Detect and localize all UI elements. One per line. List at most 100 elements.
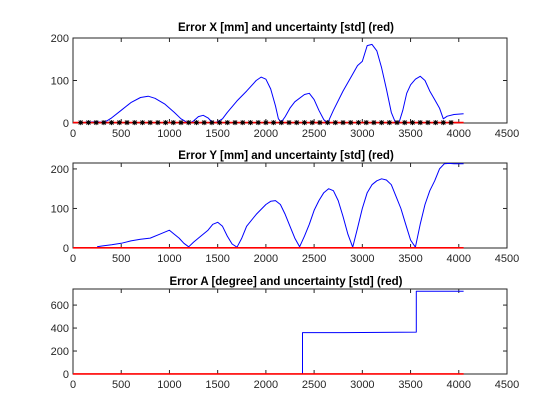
marker-series bbox=[78, 120, 454, 126]
series-layer bbox=[73, 290, 464, 375]
y-tick-label: 100 bbox=[51, 76, 69, 88]
y-ticks: 0 100 200 bbox=[51, 33, 507, 130]
x-tick-label: 3500 bbox=[398, 253, 422, 265]
subplot-error-x: Error X [mm] and uncertainty [std] (red)… bbox=[51, 22, 520, 140]
x-tick-label: 4000 bbox=[447, 379, 471, 391]
data-point bbox=[101, 120, 107, 126]
chart-title: Error Y [mm] and uncertainty [std] (red) bbox=[178, 150, 394, 162]
x-tick-label: 1500 bbox=[205, 253, 229, 265]
x-ticks: 0 500 1000 1500 2000 2500 3000 3500 4000 4500 bbox=[70, 289, 519, 391]
y-tick-label: 600 bbox=[51, 300, 69, 312]
data-point bbox=[201, 120, 207, 126]
chart-title: Error X [mm] and uncertainty [std] (red) bbox=[178, 22, 394, 34]
data-point bbox=[402, 120, 408, 126]
x-tick-label: 2000 bbox=[254, 253, 278, 265]
data-point bbox=[379, 120, 385, 126]
subplot-error-a: Error A [degree] and uncertainty [std] (… bbox=[51, 276, 520, 391]
x-tick-label: 3500 bbox=[398, 379, 422, 391]
data-point bbox=[309, 120, 315, 126]
plot-area bbox=[72, 162, 508, 249]
data-point bbox=[340, 120, 346, 126]
data-point bbox=[255, 120, 261, 126]
x-ticks: 0 500 1000 1500 2000 2500 3000 3500 4000 4500 bbox=[70, 163, 519, 265]
x-tick-label: 2000 bbox=[254, 379, 278, 391]
data-point bbox=[417, 120, 423, 126]
x-tick-label: 1500 bbox=[205, 379, 229, 391]
y-tick-label: 400 bbox=[51, 323, 69, 335]
data-point bbox=[325, 120, 331, 126]
data-point bbox=[355, 120, 361, 126]
data-point bbox=[317, 120, 323, 126]
data-point bbox=[301, 120, 307, 126]
data-point bbox=[371, 120, 377, 126]
data-point bbox=[409, 120, 415, 126]
x-tick-label: 1000 bbox=[157, 379, 181, 391]
x-tick-label: 1000 bbox=[157, 253, 181, 265]
x-tick-label: 500 bbox=[112, 253, 130, 265]
data-point bbox=[448, 120, 454, 126]
data-point bbox=[155, 120, 161, 126]
x-ticks: 0 500 1000 1500 2000 2500 3000 3500 4000 4500 bbox=[70, 38, 519, 140]
plot-area bbox=[72, 37, 508, 124]
x-tick-label: 3500 bbox=[398, 128, 422, 140]
data-point bbox=[294, 120, 300, 126]
error-line bbox=[73, 290, 464, 375]
data-point bbox=[132, 120, 138, 126]
data-point bbox=[425, 120, 431, 126]
x-tick-label: 4500 bbox=[495, 253, 519, 265]
subplot-error-y: Error Y [mm] and uncertainty [std] (red)… bbox=[51, 150, 520, 265]
data-point bbox=[186, 120, 192, 126]
chart-title: Error A [degree] and uncertainty [std] (… bbox=[169, 276, 402, 288]
y-tick-label: 100 bbox=[51, 203, 69, 215]
data-point bbox=[440, 120, 446, 126]
data-point bbox=[78, 120, 84, 126]
data-point bbox=[232, 120, 238, 126]
data-point bbox=[124, 120, 130, 126]
data-point bbox=[263, 120, 269, 126]
x-tick-label: 1500 bbox=[205, 128, 229, 140]
data-point bbox=[209, 120, 215, 126]
data-point bbox=[394, 120, 400, 126]
y-tick-label: 200 bbox=[51, 346, 69, 358]
x-tick-label: 4500 bbox=[495, 128, 519, 140]
y-tick-label: 200 bbox=[51, 33, 69, 45]
data-point bbox=[139, 120, 145, 126]
y-tick-label: 0 bbox=[63, 243, 69, 255]
data-point bbox=[147, 120, 153, 126]
x-tick-label: 4500 bbox=[495, 379, 519, 391]
data-point bbox=[170, 120, 176, 126]
data-point bbox=[109, 120, 115, 126]
x-tick-label: 0 bbox=[70, 253, 76, 265]
data-point bbox=[178, 120, 184, 126]
data-point bbox=[193, 120, 199, 126]
data-point bbox=[386, 120, 392, 126]
error-line bbox=[84, 43, 464, 124]
data-point bbox=[363, 120, 369, 126]
y-tick-label: 0 bbox=[63, 369, 69, 381]
data-point bbox=[348, 120, 354, 126]
x-tick-label: 4000 bbox=[447, 253, 471, 265]
x-tick-label: 500 bbox=[112, 128, 130, 140]
error-line bbox=[97, 162, 464, 248]
x-tick-label: 0 bbox=[70, 379, 76, 391]
x-tick-label: 2500 bbox=[302, 253, 326, 265]
plot-area bbox=[72, 288, 508, 375]
x-tick-label: 3000 bbox=[350, 128, 374, 140]
series-layer bbox=[73, 43, 464, 126]
data-point bbox=[85, 120, 91, 126]
y-tick-label: 200 bbox=[51, 164, 69, 176]
x-tick-label: 4000 bbox=[447, 128, 471, 140]
x-tick-label: 1000 bbox=[157, 128, 181, 140]
data-point bbox=[286, 120, 292, 126]
data-point bbox=[224, 120, 230, 126]
data-point bbox=[247, 120, 253, 126]
data-point bbox=[116, 120, 122, 126]
x-tick-label: 3000 bbox=[350, 253, 374, 265]
data-point bbox=[271, 120, 277, 126]
x-tick-label: 2000 bbox=[254, 128, 278, 140]
data-point bbox=[217, 120, 223, 126]
x-tick-label: 2500 bbox=[302, 379, 326, 391]
x-tick-label: 500 bbox=[112, 379, 130, 391]
data-point bbox=[163, 120, 169, 126]
y-tick-label: 0 bbox=[63, 118, 69, 130]
